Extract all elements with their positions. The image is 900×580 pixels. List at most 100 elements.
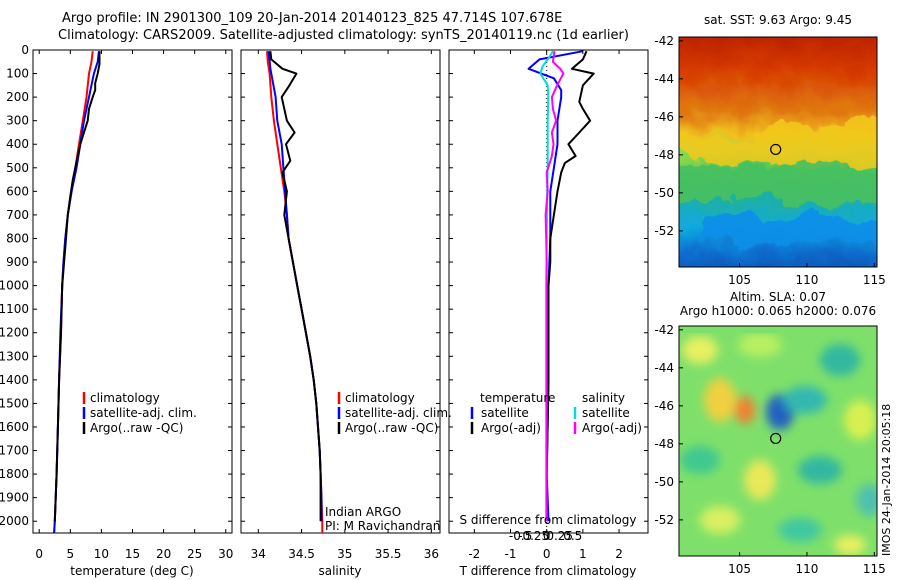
imos-timestamp: IMOS 24-Jan-2014 20:05:18 <box>880 404 893 556</box>
y-tick-label: 1300 <box>0 349 29 363</box>
legend-s-satellite-label: satellite <box>582 406 630 420</box>
difference-xlabel-top: S difference from climatology <box>460 513 637 527</box>
x-tick-label: 25 <box>187 547 202 561</box>
temperature-axes: 0 5 10 15 20 25 300100200300400500600700800900… <box>0 43 233 561</box>
difference-lines <box>527 50 595 522</box>
temperature-lines <box>53 51 101 533</box>
salinity-lines <box>266 51 324 533</box>
sla-blob <box>798 456 842 484</box>
sla-blob <box>738 333 782 357</box>
y-tick-label: 1200 <box>0 326 29 340</box>
temperature-xlabel: temperature (deg C) <box>70 564 193 578</box>
x-tick-label: 1 <box>579 547 587 561</box>
argo-position-marker <box>770 432 782 445</box>
x-tick-label: 15 <box>125 547 140 561</box>
y-tick-label: 1600 <box>0 420 29 434</box>
sla-blob <box>783 386 827 414</box>
lat-tick-label: -52 <box>654 513 674 527</box>
salinity-plot-frame <box>240 49 441 534</box>
x-tick-label: 30 <box>218 547 233 561</box>
y-tick-label: 1400 <box>0 373 29 387</box>
series-line-argo-adj- <box>545 50 595 522</box>
lon-tick-label: 105 <box>728 562 751 576</box>
salinity-axes: 34 34.5 35 35.5 36 <box>241 49 440 561</box>
sla-blob <box>834 535 866 555</box>
sst-map-frame <box>678 36 878 268</box>
lat-tick-label: -42 <box>654 34 674 48</box>
lat-tick-label: -50 <box>654 475 674 489</box>
x-tick-label: 20 <box>156 547 171 561</box>
legend-argo-label: Argo(..raw -QC) <box>345 421 438 435</box>
difference-plot-frame <box>448 49 649 534</box>
y-tick-label: 1900 <box>0 491 29 505</box>
y-tick-label: 900 <box>6 255 29 269</box>
y-tick-label: 100 <box>6 67 29 81</box>
sla-map-frame <box>678 325 878 557</box>
annotation-pi: PI: M Ravichandran <box>325 519 440 533</box>
lat-tick-label: -46 <box>654 399 674 413</box>
lon-tick-label: 115 <box>863 562 886 576</box>
y-tick-label: 1700 <box>0 444 29 458</box>
sla-blob <box>735 396 755 424</box>
sla-blob <box>820 344 860 376</box>
sla-blob <box>700 506 740 534</box>
series-line-argo-raw-qc- <box>53 51 101 522</box>
series-line-argo-raw-qc- <box>269 51 322 522</box>
series-line-satellite-adj-clim- <box>267 51 323 522</box>
s-tick-label: 0.5 <box>563 529 582 543</box>
x-tick-label: 36 <box>424 547 439 561</box>
figure-title-line2: Climatology: CARS2009. Satellite-adjuste… <box>58 28 629 43</box>
sla-map: Altim. SLA: 0.07 Argo h1000: 0.065 h2000… <box>654 290 893 576</box>
y-tick-label: 200 <box>6 90 29 104</box>
series-line-argo-adj- <box>544 51 565 522</box>
sla-blob <box>680 446 720 474</box>
x-tick-label: 10 <box>94 547 109 561</box>
sla-blob <box>704 378 736 422</box>
sla-map-axes: 105 110 115 -42 -44 -46 -48 -50 -52 <box>654 323 885 576</box>
legend-climatology-label: climatology <box>90 391 160 405</box>
x-tick-label: 34 <box>251 547 266 561</box>
legend-temperature-header: temperature <box>480 391 555 405</box>
y-tick-label: 800 <box>6 231 29 245</box>
difference-xlabel: T difference from climatology <box>459 564 637 578</box>
s-tick-label: 0 <box>543 529 551 543</box>
y-tick-label: 300 <box>6 114 29 128</box>
s-tick-label: -0.25 <box>518 529 549 543</box>
lat-tick-label: -48 <box>654 148 674 162</box>
sst-map-axes: 105 110 115 -42 -44 -46 -48 -50 -52 <box>654 34 885 287</box>
x-tick-label: 5 <box>66 547 74 561</box>
lon-tick-label: 110 <box>796 273 819 287</box>
legend-satellite-label: satellite-adj. clim. <box>345 406 452 420</box>
sla-map-title: Altim. SLA: 0.07 <box>730 290 826 304</box>
temperature-legend: climatology satellite-adj. clim. Argo(..… <box>82 391 197 435</box>
difference-legend: temperature salinity satellite Argo(-adj… <box>470 391 642 435</box>
salinity-legend: climatology satellite-adj. clim. Argo(..… <box>325 391 452 533</box>
sla-blob <box>682 336 718 364</box>
lon-tick-label: 110 <box>796 562 819 576</box>
y-tick-label: 1500 <box>0 396 29 410</box>
x-tick-label: 2 <box>615 547 623 561</box>
y-tick-label: 400 <box>6 137 29 151</box>
series-line-satellite-adj-clim- <box>53 51 100 533</box>
x-tick-label: 0 <box>543 547 551 561</box>
x-tick-label: -2 <box>468 547 480 561</box>
y-tick-label: 2000 <box>0 514 29 528</box>
y-tick-label: 500 <box>6 161 29 175</box>
sla-blob <box>778 518 822 542</box>
sst-cold-tongue <box>700 210 877 246</box>
x-tick-label: 35.5 <box>375 547 402 561</box>
sla-blob <box>856 484 877 516</box>
figure-title-line1: Argo profile: IN 2901300_109 20-Jan-2014… <box>62 11 562 26</box>
legend-salinity-header: salinity <box>582 391 625 405</box>
s-tick-label: 0.25 <box>546 529 573 543</box>
lat-tick-label: -52 <box>654 224 674 238</box>
lat-tick-label: -44 <box>654 361 674 375</box>
x-tick-label: 0 <box>35 547 43 561</box>
lon-tick-label: 115 <box>863 273 886 287</box>
sst-map-title: sat. SST: 9.63 Argo: 9.45 <box>704 13 852 27</box>
sla-blob <box>744 460 776 500</box>
salinity-xlabel: salinity <box>318 564 361 578</box>
y-tick-label: 0 <box>21 43 29 57</box>
